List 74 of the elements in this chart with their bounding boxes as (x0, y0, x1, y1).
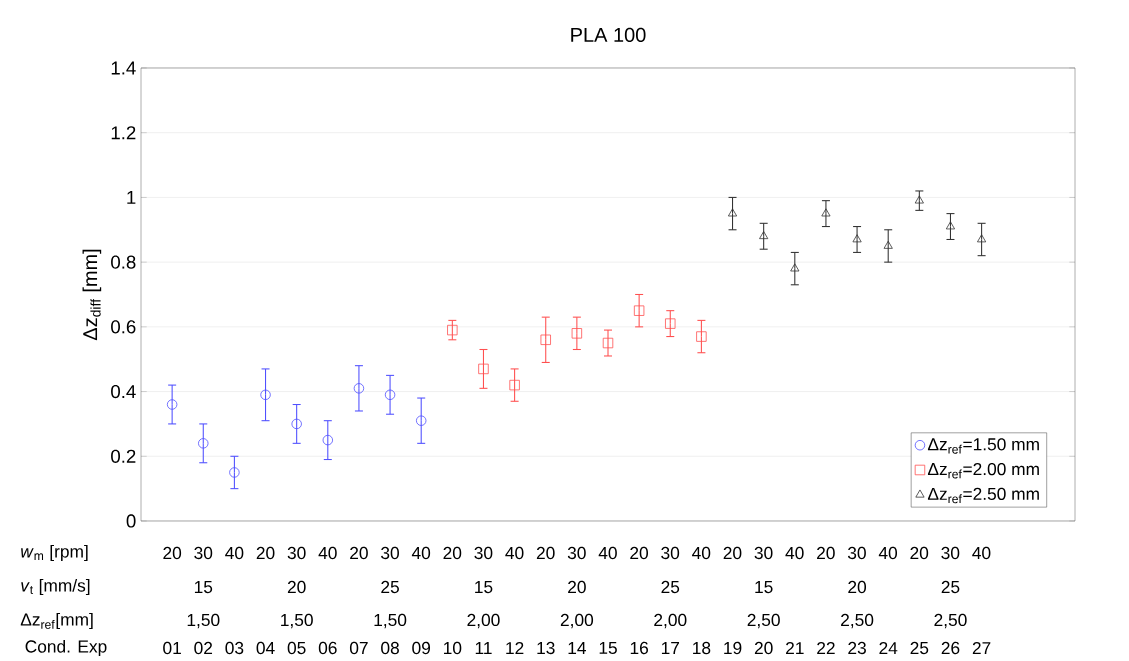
x-tick-label: 23 (848, 642, 866, 655)
x-tick-label: 06 (318, 642, 337, 655)
point (229, 467, 240, 478)
x-tick-label: 15 (599, 642, 617, 655)
point (509, 380, 520, 391)
text: 20 30 40 20 30 40 20 30 40 20 30 40 20 30 40 20 30 40 20 30 40 20 30 40 20 30 40 (163, 547, 991, 560)
point (633, 305, 645, 317)
point (696, 331, 707, 342)
point (945, 221, 956, 230)
point (914, 195, 924, 204)
x-tick-label: 27 (972, 642, 991, 655)
x-tick-label: 17 (661, 642, 680, 655)
y-tick-label: 0.6 (111, 320, 136, 334)
point (198, 438, 209, 449)
point (727, 208, 738, 217)
point (353, 383, 365, 394)
x-tick-label: 12 (506, 642, 524, 655)
point (602, 338, 614, 349)
y-tick-label: 1.4 (111, 61, 136, 75)
x-tick-label: 07 (349, 642, 368, 655)
text: 1,50 1,50 1,50 2,00 2,00 2,00 2,50 2,50 2,50 (187, 614, 967, 629)
point (821, 208, 831, 217)
point (571, 328, 583, 339)
x-axis-title: Cond. Exp (25, 640, 107, 657)
x-tick-label: 21 (786, 642, 804, 655)
x-tick-label: 10 (444, 642, 462, 655)
legend-label: Δz$_{ref}$=1.50 mm (927, 438, 1039, 454)
point (384, 389, 396, 401)
legend-label: Δz$_{ref}$=2.50 mm (927, 487, 1039, 504)
y-tick-label: 0.2 (111, 449, 136, 464)
x-tick-label: 08 (381, 642, 399, 655)
point (322, 435, 333, 446)
point (166, 399, 178, 410)
x-tick-label: 03 (225, 642, 244, 655)
y-tick-label: 0 (126, 514, 136, 528)
y-tick-label: 1 (127, 191, 136, 205)
point (478, 363, 489, 375)
x-tick-label: 25 (910, 642, 929, 655)
point (260, 389, 271, 401)
text: Δz$_{ref}$[mm] (20, 613, 93, 630)
point (447, 325, 458, 336)
y-tick-label: 0.4 (111, 385, 136, 399)
point (852, 234, 862, 243)
x-tick-label: 13 (537, 642, 555, 655)
chart-title: PLA 100 (571, 28, 646, 43)
y-tick-label: 0.8 (111, 255, 136, 269)
y-tick-label: 1.2 (111, 126, 136, 140)
x-tick-label: 26 (941, 642, 960, 655)
point (883, 240, 893, 249)
x-tick-label: 19 (724, 642, 742, 655)
legend-label: Δz$_{ref}$=2.00 mm (927, 463, 1039, 479)
text: w$_{m}$ [rpm] (21, 545, 88, 562)
y-axis-title: Δz$_{diff}$ [mm] (82, 249, 102, 341)
point (759, 231, 769, 240)
x-tick-label: 01 (163, 642, 181, 655)
x-tick-label: 24 (879, 642, 898, 655)
point (291, 418, 302, 430)
x-tick-label: 02 (194, 642, 213, 655)
point (540, 334, 551, 346)
x-tick-label: 22 (817, 642, 835, 655)
x-tick-label: 14 (568, 642, 586, 655)
point (416, 415, 427, 427)
point (977, 234, 987, 243)
point (790, 263, 800, 272)
x-tick-label: 09 (412, 642, 431, 655)
point (665, 318, 676, 330)
x-tick-label: 11 (475, 642, 492, 655)
x-tick-label: 04 (256, 642, 275, 655)
text: v$_{t}$ [mm/s] (21, 579, 90, 596)
x-tick-label: 18 (693, 642, 711, 655)
x-tick-label: 16 (630, 642, 649, 655)
x-tick-label: 20 (754, 642, 773, 655)
text: 15 20 25 15 20 25 15 20 25 (194, 581, 960, 594)
x-tick-label: 05 (287, 642, 306, 655)
